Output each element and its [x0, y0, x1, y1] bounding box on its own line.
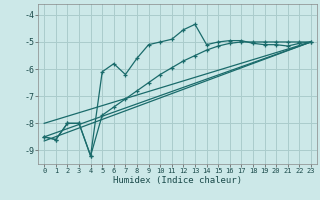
X-axis label: Humidex (Indice chaleur): Humidex (Indice chaleur)	[113, 176, 242, 185]
